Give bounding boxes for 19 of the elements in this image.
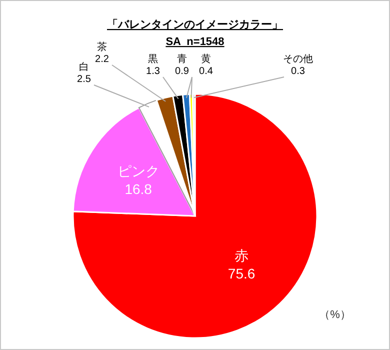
data-label: 75.6 <box>228 265 256 282</box>
slice-label: ピンク <box>117 163 160 180</box>
data-label: 16.8 <box>124 181 152 198</box>
slice-label: その他 <box>283 53 313 65</box>
slice-label: 白 <box>79 61 89 73</box>
slice-label: 青 <box>177 53 187 65</box>
slice-label: 茶 <box>97 41 107 53</box>
chart-title: 「バレンタインのイメージカラー」 <box>107 18 283 31</box>
data-label: 2.5 <box>77 74 92 85</box>
slice-label: 赤 <box>234 247 249 264</box>
data-label: 0.4 <box>199 66 214 77</box>
text: （%） <box>319 309 351 321</box>
slice-label: 黄 <box>201 53 211 65</box>
data-label: 2.2 <box>95 54 110 65</box>
chart-subtitle: SA n=1548 <box>166 36 224 48</box>
slice-label: 黒 <box>148 54 158 65</box>
data-label: 1.3 <box>146 66 160 77</box>
data-label: 0.3 <box>291 66 306 77</box>
data-label: 0.9 <box>175 66 190 77</box>
